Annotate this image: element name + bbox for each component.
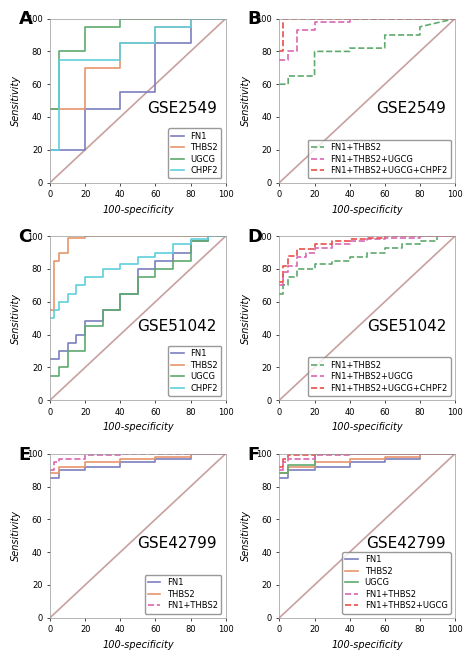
Y-axis label: Sensitivity: Sensitivity	[240, 510, 250, 561]
Text: GSE42799: GSE42799	[366, 536, 446, 551]
Legend: FN1, THBS2, UGCG, CHPF2: FN1, THBS2, UGCG, CHPF2	[168, 346, 221, 396]
Text: E: E	[18, 446, 31, 463]
Text: GSE51042: GSE51042	[137, 319, 217, 334]
Legend: FN1+THBS2, FN1+THBS2+UGCG, FN1+THBS2+UGCG+CHPF2: FN1+THBS2, FN1+THBS2+UGCG, FN1+THBS2+UGC…	[308, 358, 451, 396]
Text: B: B	[248, 11, 262, 28]
X-axis label: 100-specificity: 100-specificity	[331, 422, 403, 432]
Text: F: F	[248, 446, 260, 463]
Text: GSE2549: GSE2549	[147, 101, 217, 116]
X-axis label: 100-specificity: 100-specificity	[102, 422, 173, 432]
Legend: FN1, THBS2, UGCG, CHPF2: FN1, THBS2, UGCG, CHPF2	[168, 128, 221, 178]
Text: D: D	[248, 228, 263, 246]
Y-axis label: Sensitivity: Sensitivity	[11, 510, 21, 561]
X-axis label: 100-specificity: 100-specificity	[102, 640, 173, 650]
Text: A: A	[18, 11, 32, 28]
Text: GSE51042: GSE51042	[367, 319, 446, 334]
X-axis label: 100-specificity: 100-specificity	[331, 640, 403, 650]
Y-axis label: Sensitivity: Sensitivity	[11, 75, 21, 126]
Text: GSE2549: GSE2549	[376, 101, 446, 116]
Text: GSE42799: GSE42799	[137, 536, 217, 551]
X-axis label: 100-specificity: 100-specificity	[102, 205, 173, 215]
Legend: FN1+THBS2, FN1+THBS2+UGCG, FN1+THBS2+UGCG+CHPF2: FN1+THBS2, FN1+THBS2+UGCG, FN1+THBS2+UGC…	[308, 139, 451, 178]
Legend: FN1, THBS2, UGCG, FN1+THBS2, FN1+THBS2+UGCG: FN1, THBS2, UGCG, FN1+THBS2, FN1+THBS2+U…	[342, 552, 451, 613]
Y-axis label: Sensitivity: Sensitivity	[240, 293, 250, 344]
Y-axis label: Sensitivity: Sensitivity	[240, 75, 250, 126]
Text: C: C	[18, 228, 32, 246]
X-axis label: 100-specificity: 100-specificity	[331, 205, 403, 215]
Y-axis label: Sensitivity: Sensitivity	[11, 293, 21, 344]
Legend: FN1, THBS2, FN1+THBS2: FN1, THBS2, FN1+THBS2	[145, 575, 221, 613]
